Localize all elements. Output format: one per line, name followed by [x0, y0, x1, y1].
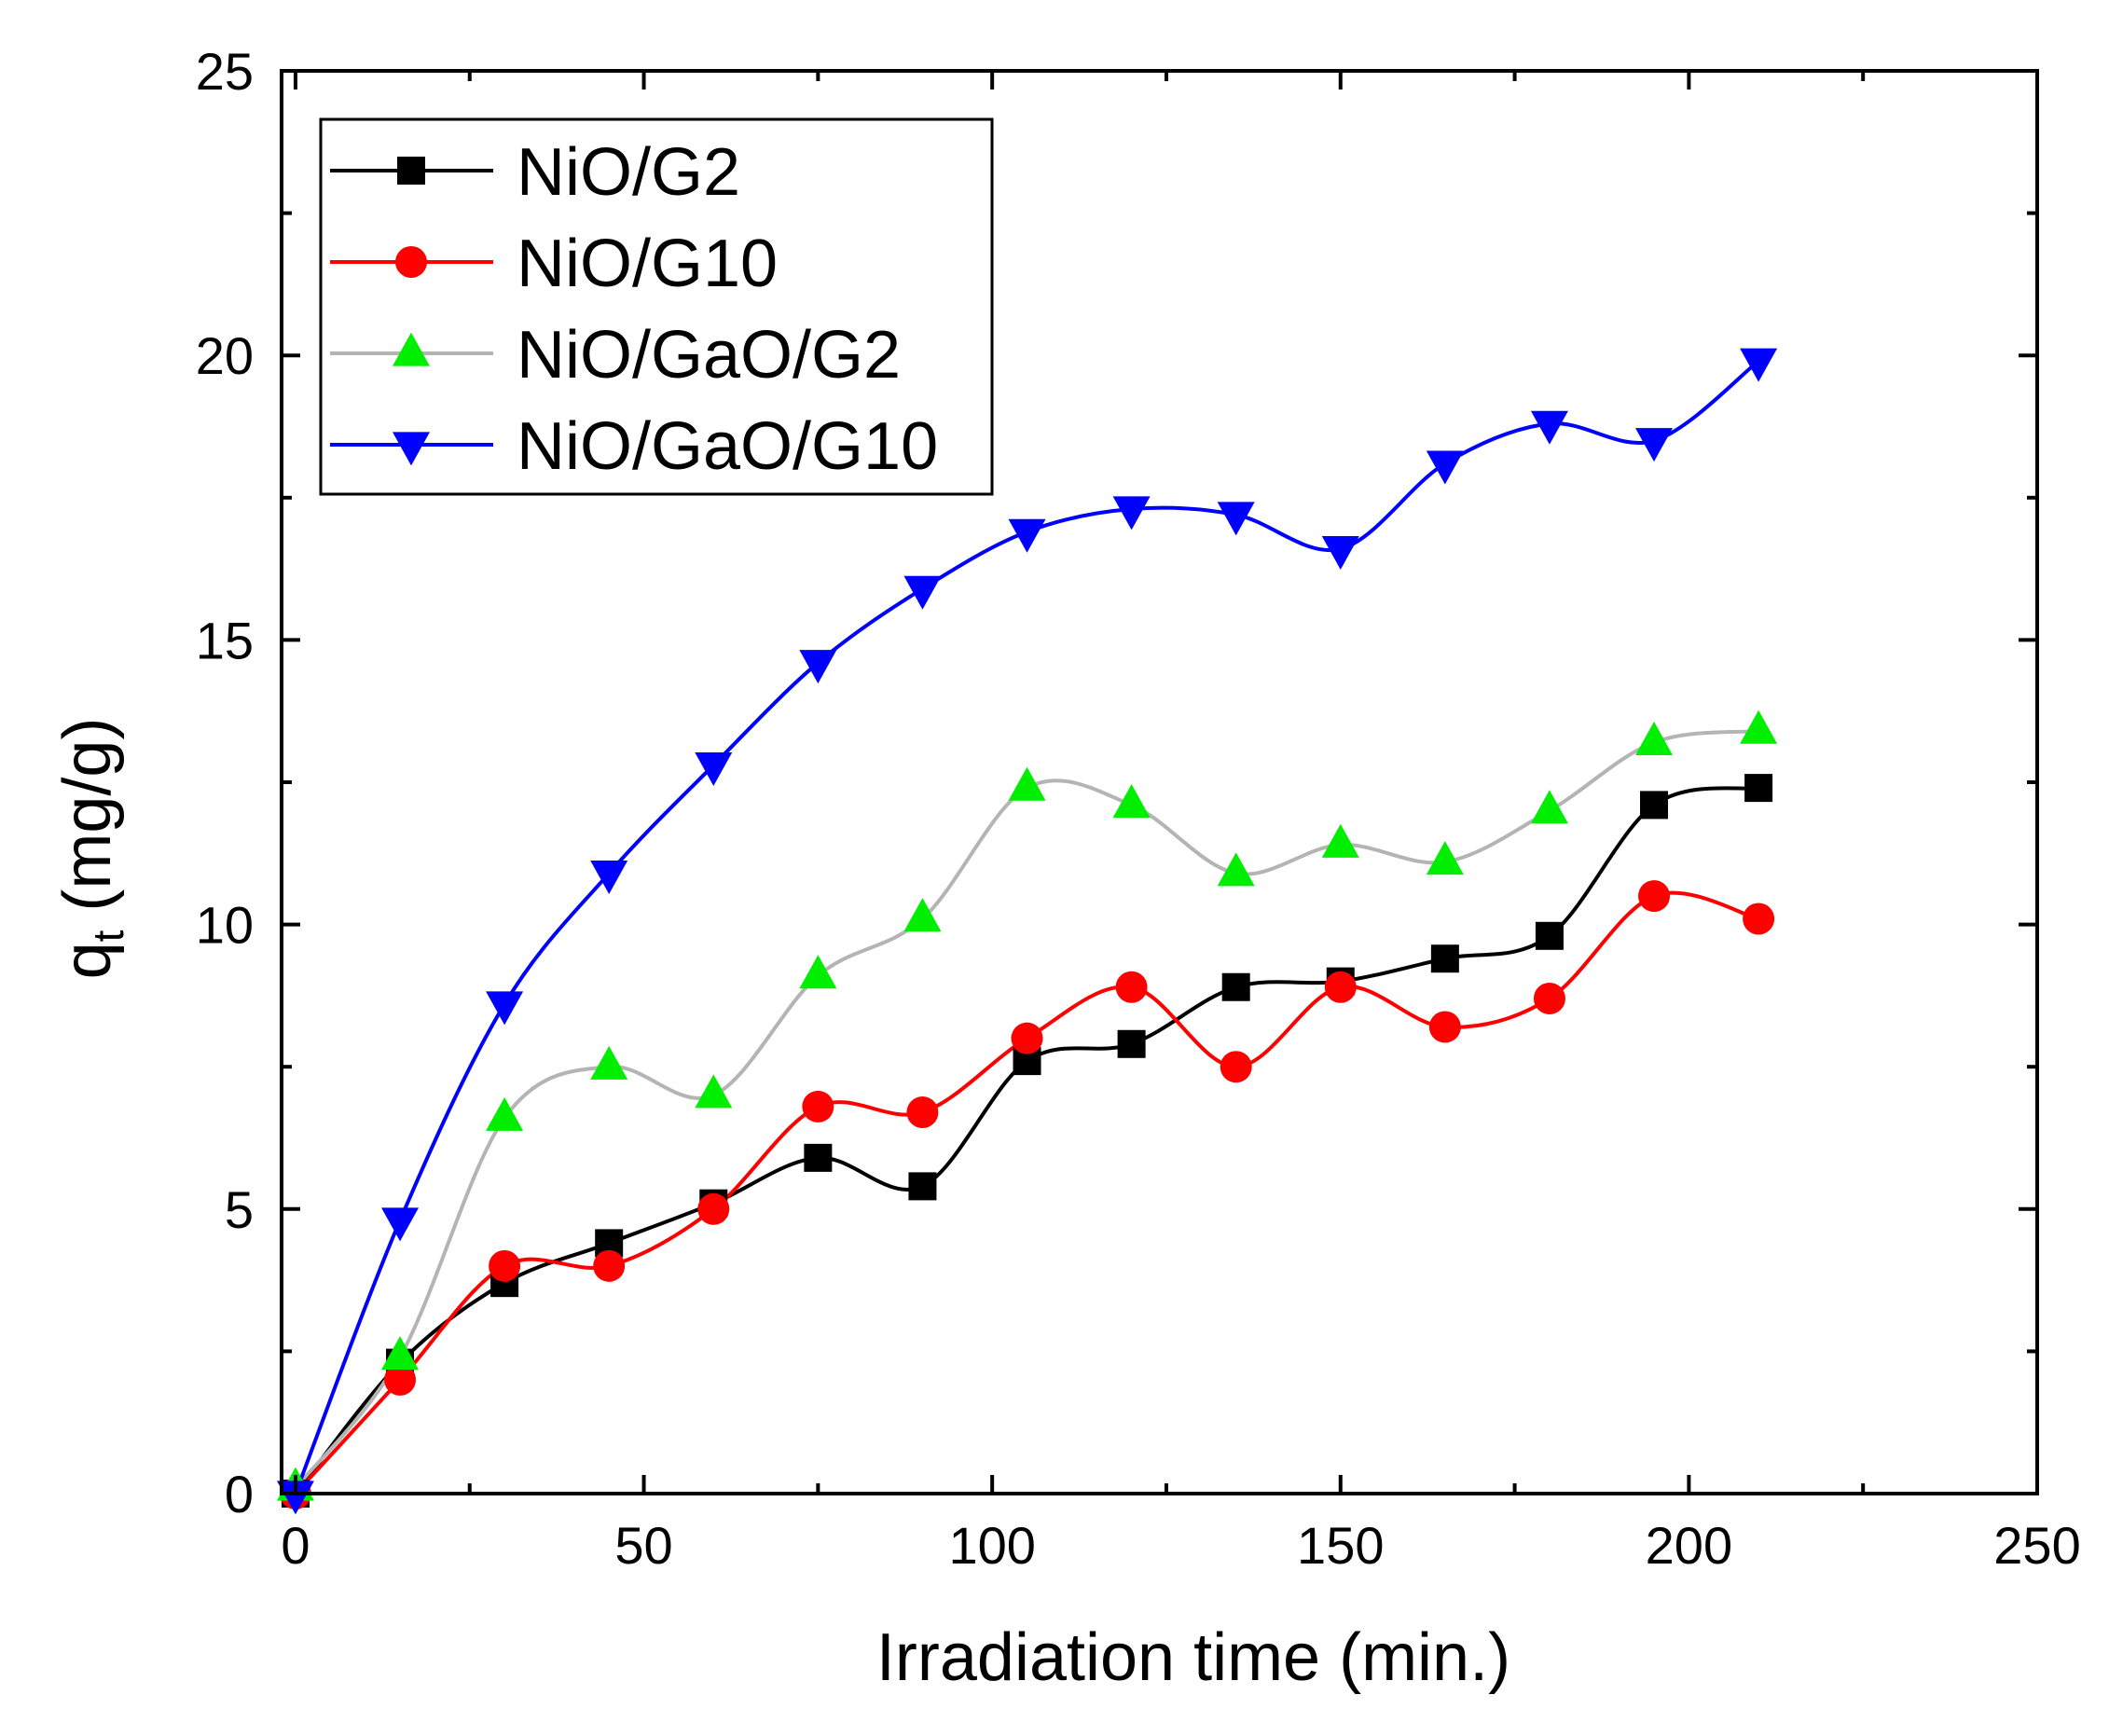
data-point-nio-gao-g2	[1740, 710, 1778, 744]
legend-marker	[395, 246, 427, 278]
data-point-nio-gao-g2	[590, 1045, 628, 1080]
data-point-nio-gao-g10	[1426, 450, 1464, 485]
data-point-nio-g10	[593, 1249, 626, 1282]
legend-marker	[393, 332, 430, 366]
data-point-nio-gao-g2	[799, 955, 837, 989]
y-axis-title-unit: (mg/g)	[50, 718, 125, 930]
series-line-nio-g10	[294, 890, 1759, 1495]
data-point-nio-g2	[1744, 774, 1773, 803]
y-tick-label: 0	[225, 1465, 254, 1523]
data-point-nio-gao-g2	[1217, 852, 1255, 887]
data-point-nio-g10	[1011, 1022, 1043, 1054]
data-point-nio-g2	[1535, 921, 1564, 950]
legend-entry: NiO/GaO/G10	[330, 409, 938, 484]
data-point-nio-g2	[908, 1172, 937, 1201]
data-point-nio-gao-g2	[1008, 766, 1046, 801]
data-point-nio-g10	[1428, 1011, 1461, 1043]
data-point-nio-gao-g10	[1530, 410, 1568, 445]
y-axis-title: qt (mg/g)	[50, 718, 132, 980]
data-point-nio-gao-g2	[1112, 784, 1151, 819]
y-tick-label: 15	[196, 611, 254, 669]
y-tick-label: 25	[196, 42, 254, 101]
data-point-nio-g2	[1640, 791, 1669, 820]
data-point-nio-gao-g10	[1112, 496, 1151, 530]
data-point-nio-g10	[802, 1090, 834, 1123]
x-tick-label: 100	[948, 1516, 1035, 1575]
legend: NiO/G2 NiO/G10 NiO/GaO/G2 NiO/GaO/G10	[319, 117, 994, 496]
data-point-nio-gao-g10	[590, 860, 628, 894]
x-tick-label: 0	[281, 1516, 310, 1575]
data-point-nio-gao-g10	[799, 650, 837, 684]
data-point-nio-gao-g10	[1321, 536, 1359, 571]
data-point-nio-g10	[1638, 880, 1671, 913]
data-point-nio-gao-g10	[1008, 518, 1046, 553]
data-point-nio-gao-g2	[1321, 823, 1359, 858]
data-point-nio-g10	[1533, 982, 1565, 1014]
series-line-nio-g2	[294, 786, 1759, 1495]
data-point-nio-gao-g2	[903, 898, 942, 932]
data-point-nio-gao-g10	[1635, 428, 1674, 462]
data-point-nio-g10	[1115, 971, 1148, 1003]
series-line-nio-gao-g2	[294, 729, 1759, 1490]
data-point-nio-gao-g10	[486, 991, 524, 1026]
data-point-nio-g10	[1220, 1051, 1252, 1083]
x-tick-label: 50	[614, 1516, 672, 1575]
data-point-nio-g10	[697, 1192, 730, 1225]
series-line-nio-gao-g10	[294, 359, 1760, 1495]
y-axis-title-main: q	[50, 942, 125, 979]
legend-label: NiO/G10	[517, 227, 778, 301]
data-point-nio-g2	[1117, 1029, 1146, 1058]
legend-entry: NiO/G10	[330, 227, 778, 301]
data-point-nio-g2	[804, 1143, 833, 1172]
x-axis-title: Irradiation time (min.)	[876, 1620, 1510, 1695]
data-point-nio-g2	[1221, 972, 1250, 1001]
data-point-nio-gao-g2	[1530, 790, 1568, 824]
x-tick-label: 200	[1646, 1516, 1732, 1575]
legend-marker	[393, 432, 430, 466]
legend-box	[319, 117, 994, 496]
y-tick-label: 10	[196, 896, 254, 955]
legend-label: NiO/GaO/G10	[517, 409, 938, 484]
data-point-nio-g2	[1430, 944, 1459, 973]
y-axis-title-subscript: t	[84, 930, 132, 942]
data-point-nio-gao-g2	[1635, 721, 1674, 755]
y-tick-label: 20	[196, 326, 254, 385]
data-point-nio-gao-g2	[695, 1074, 733, 1109]
ticks: 0 50 100 150 200 250 0 5 10 15 20 25	[196, 42, 2081, 1575]
legend-entry: NiO/G2	[330, 135, 740, 210]
data-point-nio-gao-g10	[381, 1207, 420, 1242]
data-point-nio-gao-g2	[381, 1336, 420, 1371]
data-point-nio-g10	[906, 1096, 939, 1129]
x-tick-label: 250	[1993, 1516, 2080, 1575]
data-point-nio-gao-g2	[1426, 841, 1464, 875]
data-point-nio-gao-g10	[903, 575, 942, 610]
data-point-nio-gao-g2	[486, 1096, 524, 1131]
data-point-nio-g10	[1324, 971, 1357, 1003]
data-point-nio-g10	[489, 1249, 521, 1282]
data-point-nio-gao-g10	[1740, 348, 1778, 382]
x-tick-label: 150	[1297, 1516, 1384, 1575]
data-point-nio-g10	[1743, 902, 1775, 935]
legend-label: NiO/GaO/G2	[517, 318, 901, 393]
y-tick-label: 5	[225, 1180, 254, 1239]
legend-entry: NiO/GaO/G2	[330, 318, 901, 393]
data-point-nio-gao-g10	[276, 1481, 314, 1515]
legend-marker	[397, 157, 425, 185]
data-point-nio-g10	[384, 1363, 417, 1396]
data-point-nio-gao-g10	[695, 752, 733, 787]
legend-label: NiO/G2	[517, 135, 740, 210]
data-point-nio-gao-g10	[1217, 502, 1255, 536]
series-markers	[276, 348, 1778, 1515]
